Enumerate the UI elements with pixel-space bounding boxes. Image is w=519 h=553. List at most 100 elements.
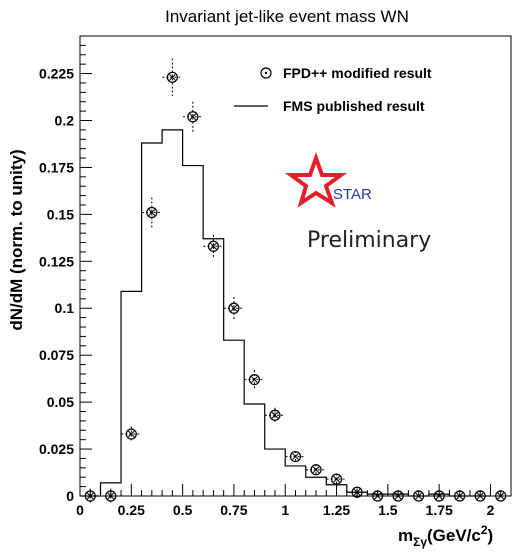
preliminary-stamp: Preliminary — [307, 228, 431, 253]
data-point — [223, 296, 244, 320]
x-tick-label: 0.5 — [173, 502, 193, 518]
y-tick-label: 0.2 — [55, 112, 75, 128]
y-axis: 0 0.025 0.05 0.075 0.1 0.125 0.15 0.175 0.2 0.225 — [39, 35, 92, 504]
point-marker — [351, 486, 363, 498]
point-marker — [269, 409, 281, 421]
x-tick-label: 1.5 — [378, 502, 398, 518]
histogram-bin — [265, 449, 286, 496]
point-marker — [125, 428, 137, 440]
histogram-bin — [285, 466, 306, 496]
histogram-bin — [306, 477, 327, 496]
data-point — [121, 426, 142, 442]
histogram-bin — [121, 291, 142, 496]
star-logo-star — [284, 151, 348, 208]
data-point — [244, 370, 265, 389]
x-tick-label: 1.25 — [323, 502, 350, 518]
x-tick-label: 1 — [281, 502, 289, 518]
data-point — [388, 490, 409, 502]
data-point — [490, 490, 511, 502]
y-tick-label: 0.225 — [39, 66, 74, 82]
point-cross — [333, 475, 340, 483]
point-cross — [415, 492, 422, 500]
fpd-data-points — [80, 58, 511, 504]
point-marker — [105, 490, 117, 502]
y-tick-label: 0.15 — [47, 206, 74, 222]
point-marker — [228, 302, 240, 314]
y-tick-label: 0.05 — [47, 394, 74, 410]
point-cross — [210, 242, 217, 250]
point-marker — [433, 490, 445, 502]
x-axis-label-symbol: m — [398, 526, 413, 545]
point-cross — [127, 430, 135, 438]
point-cross — [189, 113, 197, 121]
point-marker — [166, 71, 178, 83]
point-cross — [435, 492, 443, 500]
data-point — [100, 488, 121, 504]
x-axis-label-close: ) — [488, 526, 494, 545]
data-point — [429, 490, 450, 502]
data-point — [306, 464, 327, 476]
data-point — [367, 490, 388, 502]
y-tick-label: 0.075 — [39, 347, 74, 363]
point-marker — [289, 450, 302, 463]
legend: FPD++ modified result FMS published resu… — [234, 65, 432, 114]
y-tick-label: 0.125 — [39, 253, 74, 269]
data-point — [182, 101, 203, 132]
point-marker — [330, 473, 343, 485]
data-point — [141, 197, 162, 228]
data-point — [203, 235, 224, 258]
x-tick-label: 0 — [76, 502, 84, 518]
point-cross — [476, 492, 484, 500]
x-tick-label: 0.25 — [118, 502, 145, 518]
data-point — [162, 58, 183, 97]
point-cross — [312, 466, 320, 474]
point-cross — [394, 492, 402, 500]
data-point — [80, 488, 101, 504]
point-marker — [371, 490, 384, 502]
x-tick-label: 1.75 — [426, 502, 453, 518]
point-marker — [310, 464, 322, 476]
chart-title: Invariant jet-like event mass WN — [165, 7, 409, 26]
data-point — [326, 473, 347, 485]
data-point — [285, 450, 306, 463]
legend-label-fms: FMS published result — [283, 98, 425, 114]
histogram-bin — [142, 143, 163, 496]
point-cross — [107, 492, 115, 500]
point-marker — [248, 373, 261, 386]
x-axis-label-units: (GeV/c — [427, 526, 481, 545]
y-tick-label: 0 — [66, 488, 74, 504]
histogram-bin — [326, 485, 347, 496]
star-logo-text: STAR — [333, 186, 372, 203]
histogram-bin — [224, 340, 245, 496]
point-marker — [413, 490, 425, 502]
data-point — [408, 490, 429, 502]
legend-label-fpd: FPD++ modified result — [283, 65, 432, 81]
y-axis-label: dN/dM (norm. to unity) — [7, 149, 26, 330]
point-cross — [230, 304, 238, 312]
point-cross — [292, 453, 299, 460]
x-tick-label: 2 — [487, 502, 495, 518]
point-marker — [454, 490, 466, 502]
point-cross — [169, 73, 176, 81]
point-marker — [84, 490, 96, 502]
data-point — [449, 490, 470, 502]
point-marker — [392, 490, 404, 502]
y-tick-label: 0.1 — [55, 300, 75, 316]
point-cross — [456, 492, 464, 500]
data-point — [264, 407, 285, 423]
fms-step-histogram — [80, 129, 491, 497]
x-axis-label-subscript: Σγ — [413, 535, 427, 549]
point-cross — [86, 492, 94, 500]
y-tick-label: 0.175 — [39, 159, 74, 175]
fms-histogram-line — [80, 129, 491, 497]
x-axis: 0 0.25 0.5 0.75 1 1.25 1.5 1.75 2 — [76, 484, 512, 518]
point-marker — [495, 490, 507, 502]
point-marker — [146, 206, 158, 219]
data-point — [470, 490, 491, 502]
point-marker — [474, 490, 486, 502]
point-cross — [271, 411, 279, 419]
point-marker — [207, 240, 220, 252]
point-cross — [353, 488, 361, 496]
point-cross — [497, 492, 505, 500]
histogram-bin — [183, 166, 204, 496]
